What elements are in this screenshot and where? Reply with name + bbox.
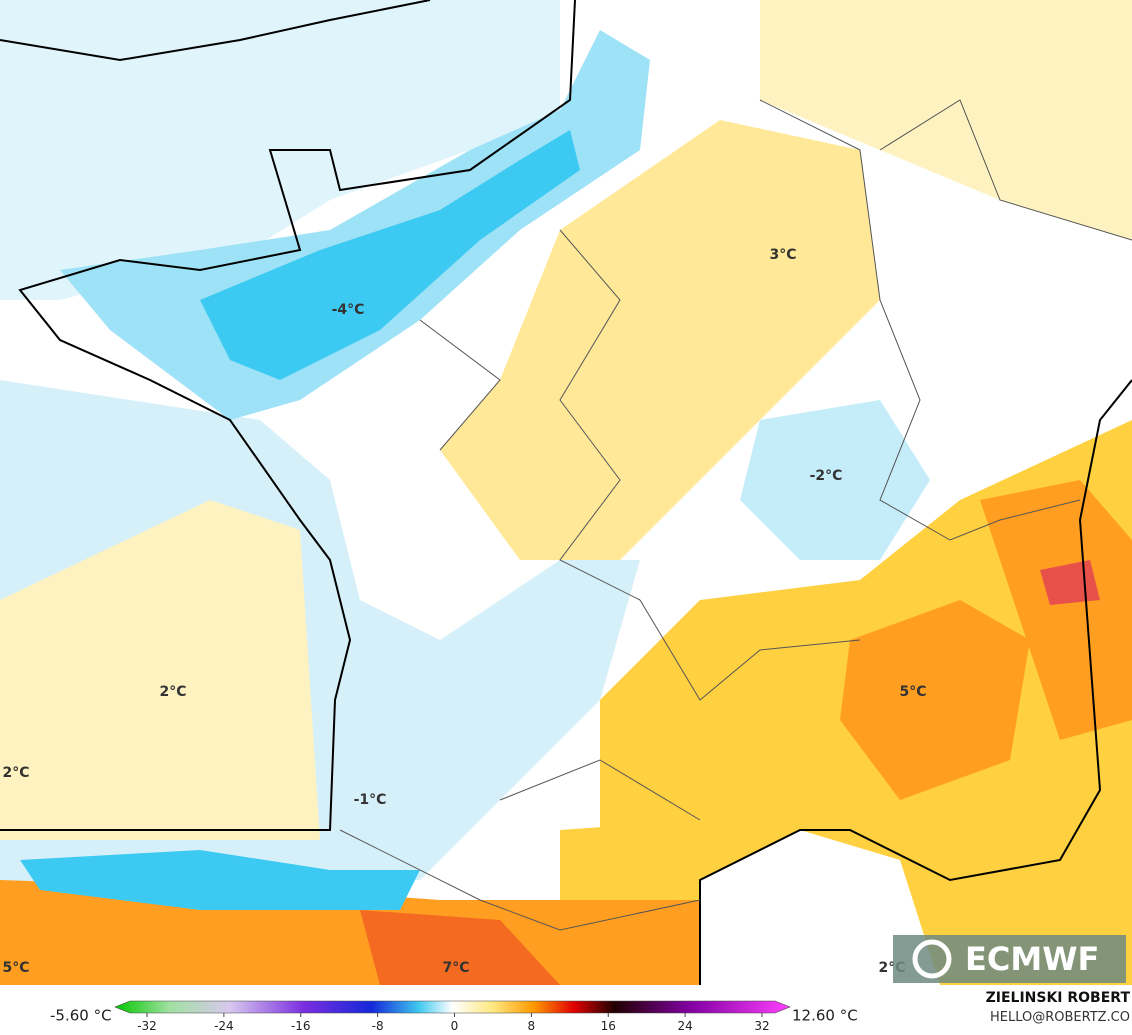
colorbar-tick-label: -24 — [214, 1019, 234, 1033]
author-email: HELLO@ROBERTZ.CO — [990, 1010, 1130, 1025]
temperature-label: 3°C — [769, 247, 796, 263]
logo: ECMWF — [893, 935, 1126, 983]
colorbar-tick-label: 32 — [754, 1019, 769, 1033]
colorbar-tick-label: 24 — [677, 1019, 692, 1033]
author-name: ZIELINSKI ROBERT — [986, 990, 1131, 1006]
colorbar-max: 12.60 °C — [792, 1007, 858, 1025]
temperature-label: 2°C — [159, 684, 186, 700]
colorbar: -5.60 °C 12.60 °C -32 -24 -16 -8 0 8 16 24 32 — [50, 1000, 858, 1033]
colorbar-tick-label: 8 — [528, 1019, 536, 1033]
colorbar-min: -5.60 °C — [50, 1007, 112, 1025]
colorbar-tick-label: -16 — [291, 1019, 311, 1033]
colorbar-tick-label: 16 — [601, 1019, 616, 1033]
temperature-label: 5°C — [2, 960, 29, 976]
colorbar-tick-label: -8 — [372, 1019, 384, 1033]
temperature-label: -4°C — [332, 302, 365, 318]
temperature-label: -2°C — [810, 468, 843, 484]
temperature-label: 5°C — [899, 684, 926, 700]
temperature-label: 2°C — [2, 765, 29, 781]
colorbar-tick-label: 0 — [451, 1019, 459, 1033]
map-labels: -4°C3°C-2°C2°C2°C-1°C5°C5°C 7°C 2°C — [2, 247, 926, 976]
temperature-label: -1°C — [354, 792, 387, 808]
logo-text: ECMWF — [965, 940, 1099, 978]
map — [0, 0, 1132, 985]
colorbar-tick-label: -32 — [137, 1019, 157, 1033]
temperature-label: 7°C — [442, 960, 469, 976]
